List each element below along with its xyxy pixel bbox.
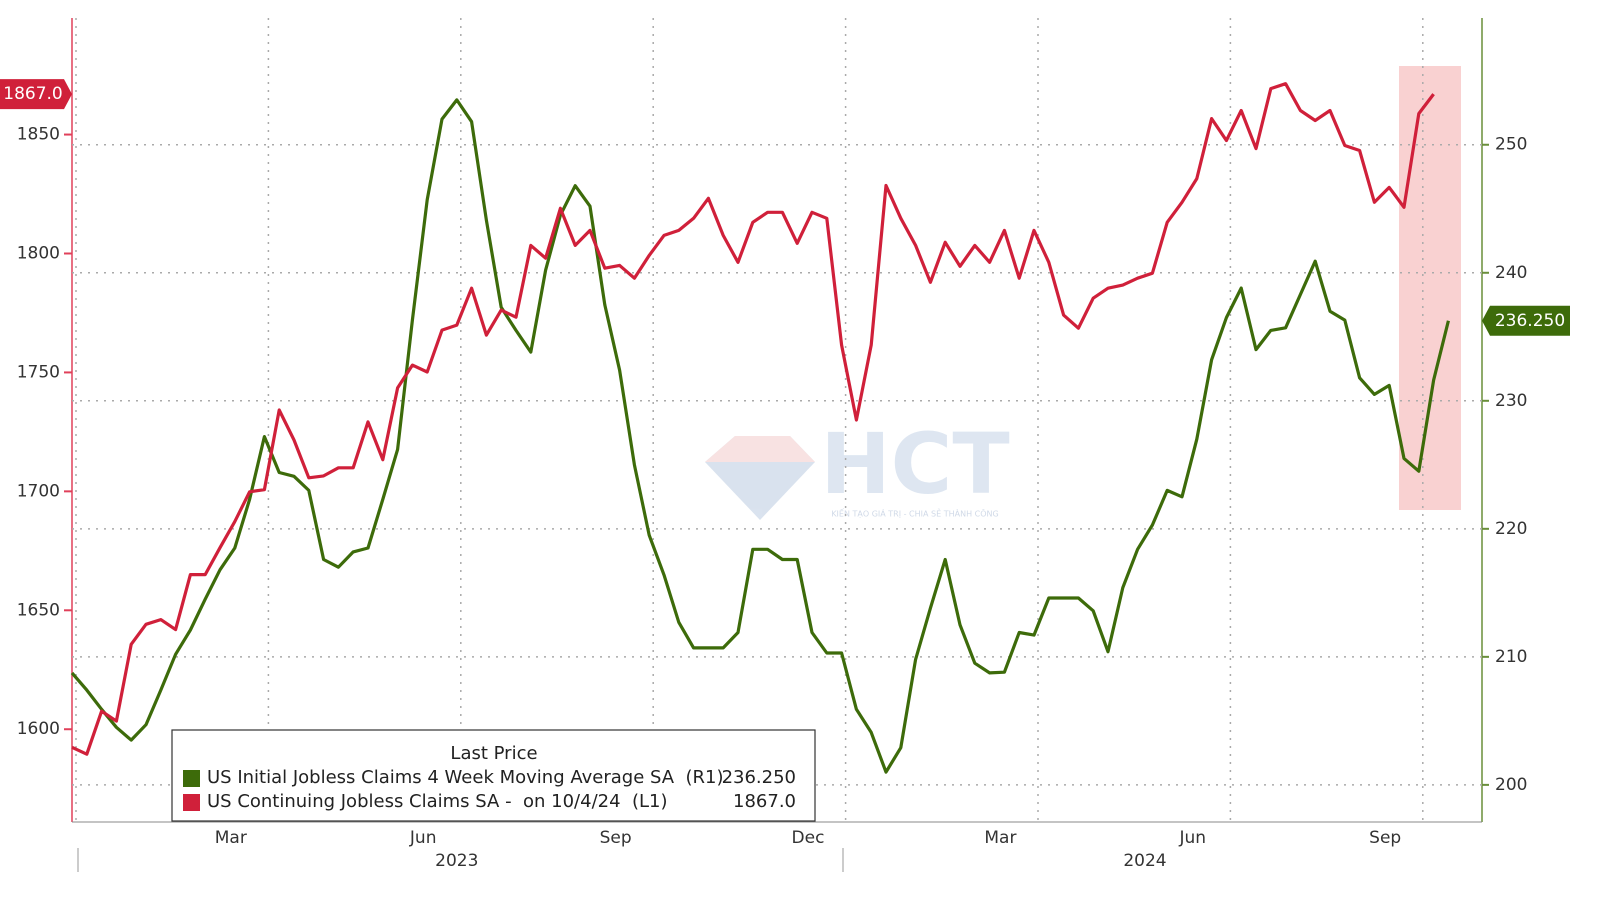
legend-swatch [183, 794, 200, 811]
x-tick-label: Jun [409, 828, 437, 848]
legend-value: 1867.0 [733, 791, 796, 812]
legend-swatch [183, 770, 200, 787]
y-tick-label: 1750 [17, 362, 60, 382]
last-value-badge [0, 79, 72, 110]
y2-tick-label: 200 [1495, 775, 1527, 795]
series-line [70, 98, 1450, 774]
x-group-label: 2024 [1123, 851, 1166, 871]
watermark-logo-top [705, 436, 815, 462]
x-tick-label: Jun [1179, 828, 1207, 848]
legend-value: 236.250 [722, 767, 796, 788]
legend: Last Price US Initial Jobless Claims 4 W… [171, 729, 816, 822]
last-value-label: 1867.0 [3, 84, 62, 104]
last-value-label: 236.250 [1495, 311, 1565, 331]
watermark-text: HCT [820, 415, 1009, 513]
x-tick-label: Mar [215, 828, 247, 848]
y2-tick-label: 220 [1495, 519, 1527, 539]
highlight-band [1399, 66, 1461, 510]
watermark-logo [705, 436, 815, 520]
y2-tick-label: 230 [1495, 391, 1527, 411]
legend-title: Last Price [450, 743, 537, 764]
series-line [71, 82, 1435, 756]
x-tick-label: Sep [1369, 828, 1401, 848]
y-tick-label: 1650 [17, 600, 60, 620]
legend-box [171, 729, 816, 822]
x-tick-label: Sep [600, 828, 632, 848]
last-value-badge [1482, 305, 1570, 336]
x-group-label: 2023 [435, 851, 478, 871]
legend-label: US Continuing Jobless Claims SA - on 10/… [207, 791, 668, 812]
legend-label: US Initial Jobless Claims 4 Week Moving … [207, 767, 724, 788]
x-tick-label: Dec [792, 828, 825, 848]
watermark: HCT KIẾN TẠO GIÁ TRỊ - CHIA SẺ THÀNH CÔN… [705, 415, 1010, 520]
y-tick-label: 1700 [17, 481, 60, 501]
y-tick-label: 1850 [17, 125, 60, 145]
y-tick-label: 1600 [17, 719, 60, 739]
y2-tick-label: 250 [1495, 135, 1527, 155]
y2-tick-label: 240 [1495, 263, 1527, 283]
watermark-tagline: KIẾN TẠO GIÁ TRỊ - CHIA SẺ THÀNH CÔNG [831, 508, 998, 520]
y-tick-label: 1800 [17, 243, 60, 263]
x-tick-label: Mar [984, 828, 1016, 848]
y2-tick-label: 210 [1495, 647, 1527, 667]
